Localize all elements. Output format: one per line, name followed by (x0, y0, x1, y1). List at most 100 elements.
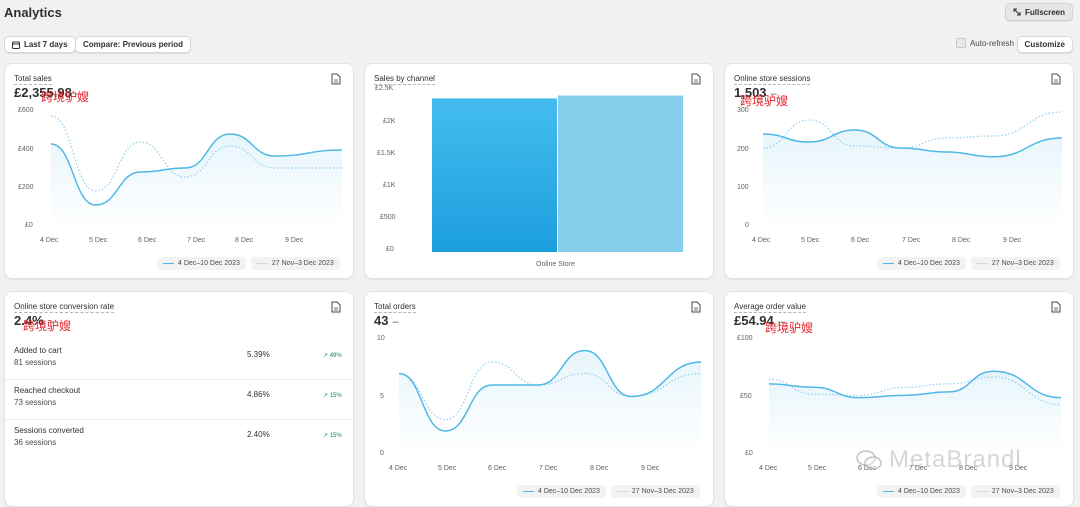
x-tick: 9 Dec (285, 237, 304, 244)
legend-previous[interactable]: 27 Nov–3 Dec 2023 (970, 485, 1060, 498)
legend-current-label: 4 Dec–10 Dec 2023 (898, 260, 960, 267)
chart-legend: 4 Dec–10 Dec 2023 27 Nov–3 Dec 2023 (517, 485, 700, 498)
auto-refresh-toggle[interactable]: Auto-refresh (955, 38, 1014, 48)
total-sales-chart (50, 115, 343, 228)
total-sales-card[interactable]: Total sales £2,355.98– 跨境驴嫂 £600 £400 £2… (4, 63, 354, 279)
x-tick: 6 Dec (851, 237, 870, 244)
x-tick: 8 Dec (235, 237, 254, 244)
card-title[interactable]: Total orders (374, 302, 416, 313)
document-icon[interactable] (1051, 73, 1061, 85)
row-delta: ↗ 15% (323, 433, 342, 439)
legend-current[interactable]: 4 Dec–10 Dec 2023 (877, 257, 966, 270)
chart-legend: 4 Dec–10 Dec 2023 27 Nov–3 Dec 2023 (877, 257, 1060, 270)
row-sessions: 73 sessions (14, 398, 57, 407)
y-tick: 0 (380, 450, 384, 457)
current-period-line (50, 133, 343, 206)
x-tick: 5 Dec (801, 237, 820, 244)
fullscreen-label: Fullscreen (1024, 7, 1065, 17)
legend-current[interactable]: 4 Dec–10 Dec 2023 (517, 485, 606, 498)
card-title[interactable]: Online store sessions (734, 74, 811, 85)
y-tick: £50 (740, 393, 752, 400)
customize-label: Customize (1024, 40, 1065, 49)
watermark-text: 跨境驴嫂 (23, 319, 72, 333)
legend-previous[interactable]: 27 Nov–3 Dec 2023 (250, 257, 340, 270)
card-title[interactable]: Total sales (14, 74, 52, 85)
compare-button[interactable]: Compare: Previous period (75, 36, 192, 53)
x-tick: 8 Dec (959, 465, 978, 472)
fullscreen-button[interactable]: Fullscreen (1004, 3, 1073, 21)
area-fill (51, 134, 342, 228)
watermark-text: 跨境驴嫂 (41, 90, 90, 104)
row-delta: ↗ 49% (323, 353, 342, 359)
average-order-value-card[interactable]: Average order value £54.94– 跨境驴嫂 £100 £5… (724, 291, 1074, 507)
document-icon[interactable] (691, 301, 701, 313)
date-range-label: Last 7 days (24, 40, 68, 49)
sales-by-channel-card[interactable]: Sales by channel £2.5K £2K £1.5K £1K £50… (364, 63, 714, 279)
delta-value: 15% (329, 433, 342, 439)
expand-icon (1013, 8, 1021, 16)
current-period-line (398, 349, 702, 432)
x-tick: 5 Dec (808, 465, 827, 472)
y-tick: 0 (745, 222, 749, 229)
y-tick: 5 (380, 393, 384, 400)
y-tick: £2K (383, 118, 396, 125)
x-tick: 9 Dec (641, 465, 660, 472)
value-text: £2,355.98 (14, 85, 72, 100)
legend-previous[interactable]: 27 Nov–3 Dec 2023 (970, 257, 1060, 270)
card-title[interactable]: Online store conversion rate (14, 302, 115, 313)
total-orders-chart (398, 349, 702, 454)
document-icon[interactable] (331, 301, 341, 313)
legend-previous-label: 27 Nov–3 Dec 2023 (271, 260, 334, 267)
legend-previous[interactable]: 27 Nov–3 Dec 2023 (610, 485, 700, 498)
card-title[interactable]: Average order value (734, 302, 806, 313)
sessions-card[interactable]: Online store sessions 1,503– 跨境驴嫂 300 20… (724, 63, 1074, 279)
customize-button[interactable]: Customize (1016, 36, 1073, 53)
card-value: 1,503– (734, 85, 777, 100)
date-range-button[interactable]: Last 7 days (4, 36, 76, 53)
document-icon[interactable] (691, 73, 701, 85)
y-tick: £600 (18, 107, 34, 114)
y-tick: £500 (380, 214, 396, 221)
row-percent: 5.39% (247, 350, 270, 359)
area-fill (399, 350, 701, 454)
total-orders-card[interactable]: Total orders 43– 10 5 0 4 Dec 5 Dec 6 De… (364, 291, 714, 507)
y-tick: 10 (377, 335, 385, 342)
row-label: Added to cart (14, 346, 62, 355)
brand-watermark-text: MetaBrandl (889, 446, 1022, 473)
y-tick: £1K (383, 182, 396, 189)
auto-refresh-checkbox[interactable] (955, 38, 966, 48)
x-tick: 5 Dec (438, 465, 457, 472)
row-sessions: 81 sessions (14, 358, 57, 367)
current-period-line (768, 370, 1062, 399)
legend-current[interactable]: 4 Dec–10 Dec 2023 (877, 485, 966, 498)
watermark-text: 跨境驴嫂 (765, 321, 814, 335)
conversion-rate-card[interactable]: Online store conversion rate 2.4% – 跨境驴嫂 … (4, 291, 354, 507)
legend-current[interactable]: 4 Dec–10 Dec 2023 (157, 257, 246, 270)
x-tick: 6 Dec (138, 237, 157, 244)
card-title[interactable]: Sales by channel (374, 74, 435, 85)
x-tick: 4 Dec (40, 237, 59, 244)
conversion-row: Reached checkout 73 sessions 4.86% ↗ 15% (5, 380, 353, 420)
sales-by-channel-chart (432, 95, 683, 253)
value-text: 1,503 (734, 85, 767, 100)
x-tick: 9 Dec (1009, 465, 1028, 472)
area-fill (769, 371, 1061, 454)
row-sessions: 36 sessions (14, 438, 57, 447)
y-tick: £0 (745, 450, 753, 457)
top-bar: Analytics Fullscreen (0, 0, 1080, 30)
value-text: 43 (374, 313, 389, 328)
chart-legend: 4 Dec–10 Dec 2023 27 Nov–3 Dec 2023 (877, 485, 1060, 498)
bar-online-store-previous (558, 95, 683, 253)
document-icon[interactable] (1051, 301, 1061, 313)
conversion-row: Added to cart 81 sessions 5.39% ↗ 49% (5, 340, 353, 380)
x-tick: 6 Dec (858, 465, 877, 472)
y-tick: £1.5K (377, 150, 396, 157)
x-tick: 5 Dec (89, 237, 108, 244)
x-tick: 8 Dec (952, 237, 971, 244)
y-tick: 100 (737, 184, 749, 191)
document-icon[interactable] (331, 73, 341, 85)
x-axis-label: Online Store (536, 261, 575, 268)
x-tick: 7 Dec (902, 237, 921, 244)
aov-chart (768, 370, 1062, 454)
row-percent: 2.40% (247, 430, 270, 439)
